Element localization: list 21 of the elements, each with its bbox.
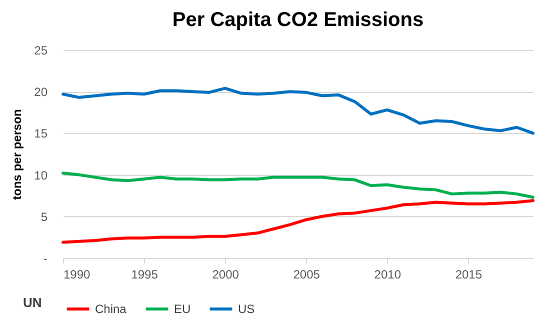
y-tick-label: 20 [34, 85, 48, 100]
x-tick-label: 2010 [374, 268, 402, 282]
line-series [62, 172, 534, 199]
x-tick-label: 2005 [293, 268, 320, 282]
y-tick-label: 5 [40, 210, 48, 224]
y-tick-label: - [44, 252, 48, 266]
x-tick-label: 1990 [64, 268, 91, 282]
y-tick-label: 25 [34, 44, 48, 58]
x-tick-label: 1995 [131, 268, 158, 282]
y-tick-label: 15 [34, 126, 48, 141]
y-axis-title: tons per person [10, 109, 24, 200]
line-series [62, 199, 534, 244]
legend-label: China [95, 302, 127, 316]
x-tick-label: 2000 [212, 268, 240, 282]
x-tick-label: 2015 [455, 268, 482, 282]
text: UN [23, 295, 42, 310]
legend-label: EU [174, 302, 191, 316]
chart-title: Per Capita CO2 Emissions [172, 9, 424, 31]
legend-label: US [238, 302, 255, 316]
line-series [62, 86, 534, 135]
y-tick-label: 10 [34, 168, 48, 182]
